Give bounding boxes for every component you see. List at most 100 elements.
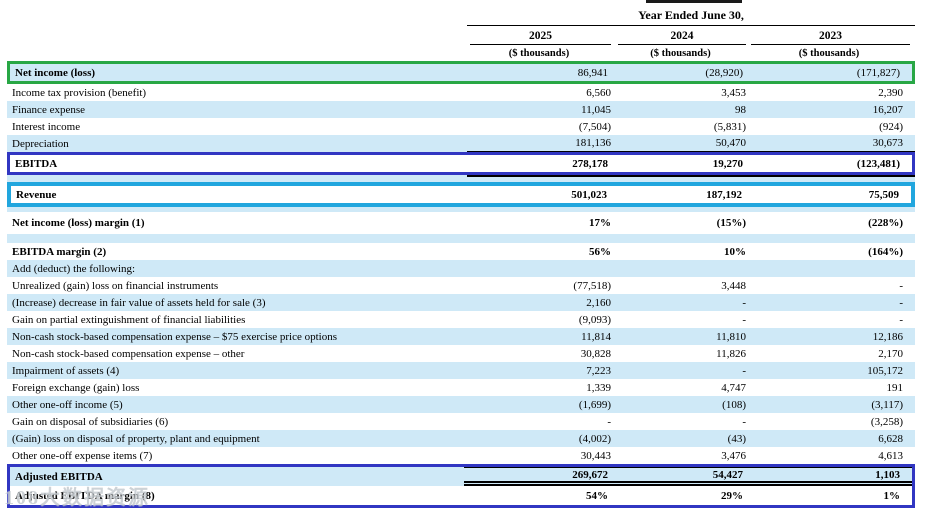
row-label: Depreciation: [12, 137, 69, 150]
row-value-2023: (924): [879, 120, 903, 133]
row-value-2023: 30,673: [748, 135, 915, 152]
row-value-2023: (171,827): [856, 66, 900, 79]
row-value-2023: -: [899, 313, 903, 326]
row-value-2024: -: [742, 364, 746, 377]
row-value-2025: 17%: [589, 217, 611, 229]
row-value-2023: (164%): [868, 245, 903, 258]
row-value-2023: 12,186: [872, 330, 903, 343]
row-value-2023: 6,628: [878, 432, 903, 445]
row-value-2024: [615, 260, 748, 277]
table-row: Finance expense 11,045 98 16,207: [7, 101, 915, 118]
row-label: Unrealized (gain) loss on financial inst…: [12, 279, 219, 292]
row-value-2024: 29%: [721, 489, 743, 502]
table-header: Year Ended June 30, 2025 2024 2023 ($ th…: [7, 4, 915, 61]
row-label: (Gain) loss on disposal of property, pla…: [12, 432, 260, 445]
row-value-2025: 54%: [586, 489, 608, 502]
row-label: EBITDA: [15, 157, 58, 170]
row-value-2024: 4,747: [721, 381, 746, 394]
row-value-2024: -: [742, 313, 746, 326]
row-value-2023: 1,103: [745, 467, 912, 486]
row-label: Other one-off income (5): [12, 398, 123, 411]
year-label: 2023: [751, 30, 910, 45]
units-header-row: ($ thousands) ($ thousands) ($ thousands…: [7, 45, 915, 61]
row-value-2024: 11,826: [716, 347, 746, 360]
units-label: ($ thousands): [508, 47, 570, 59]
table-row: Net income (loss) margin (1) 17% (15%) (228…: [7, 212, 915, 234]
row-value-2025: [467, 260, 615, 277]
row-value-2023: 191: [886, 381, 904, 394]
table-row: Other one-off expense items (7) 30,443 3,4…: [7, 447, 915, 464]
row-value-2024: (28,920): [705, 66, 743, 79]
row-label: Interest income: [12, 120, 81, 133]
row-value-2025: 30,828: [580, 347, 611, 360]
row-value-2023: (3,117): [871, 398, 903, 411]
row-label: Non-cash stock-based compensation expens…: [12, 330, 338, 343]
spacer-cell: [7, 234, 467, 243]
row-value-2024: 98: [735, 103, 746, 116]
row-label: Foreign exchange (gain) loss: [12, 381, 140, 394]
row-label: Income tax provision (benefit): [12, 86, 147, 99]
year-label: 2024: [618, 30, 746, 45]
row-value-2025: (7,504): [578, 120, 611, 133]
year-column-2023: 2023: [748, 30, 915, 45]
row-value-2025: 56%: [589, 245, 611, 258]
row-value-2023: (123,481): [856, 157, 900, 170]
row-value-2024: (5,831): [713, 120, 746, 133]
row-value-2023: 2,390: [878, 86, 903, 99]
row-value-2024: 3,476: [721, 449, 746, 462]
table-row: Net income (loss) 86,941 (28,920) (171,827): [7, 61, 915, 84]
row-value-2023: [748, 260, 915, 277]
row-value-2025: (77,518): [573, 279, 611, 292]
row-value-2025: 7,223: [586, 364, 611, 377]
row-label: Other one-off expense items (7): [12, 449, 153, 462]
table-row: Foreign exchange (gain) loss 1,339 4,747 19…: [7, 379, 915, 396]
row-label: EBITDA margin (2): [12, 245, 107, 258]
row-value-2025: 1,339: [586, 381, 611, 394]
row-value-2024: -: [742, 296, 746, 309]
row-label: Adjusted EBITDA: [15, 470, 103, 483]
row-value-2024: 11,810: [716, 330, 746, 343]
adjusted-ebitda-box: Adjusted EBITDA 269,672 54,427 1,103 Adjuste…: [7, 464, 915, 508]
period-header: Year Ended June 30,: [467, 8, 915, 26]
row-label: Net income (loss): [15, 66, 96, 79]
row-value-2024: 19,270: [712, 157, 743, 170]
row-value-2025: 30,443: [580, 449, 611, 462]
units-label: ($ thousands): [798, 47, 860, 59]
row-value-2025: 278,178: [572, 157, 608, 170]
row-value-2023: 1%: [883, 489, 901, 502]
row-value-2025: 181,136: [467, 135, 615, 152]
row-value-2025: -: [607, 415, 611, 428]
spacer-rule-cell: [748, 175, 915, 182]
row-value-2025: (1,699): [578, 398, 611, 411]
spacer-rule-cell: [467, 234, 615, 243]
table-row: Add (deduct) the following:: [7, 260, 915, 277]
table-row: (Increase) decrease in fair value of ass…: [7, 294, 915, 311]
table-row: (Gain) loss on disposal of property, pla…: [7, 430, 915, 447]
table-row: Adjusted EBITDA 269,672 54,427 1,103: [10, 467, 912, 486]
table-row: Interest income (7,504) (5,831) (924): [7, 118, 915, 135]
table-row: Gain on disposal of subsidiaries (6) - - (3…: [7, 413, 915, 430]
year-column-2025: 2025: [467, 30, 615, 45]
row-value-2025: 11,814: [581, 330, 611, 343]
spacer-rule-cell: [615, 234, 748, 243]
row-value-2024: -: [742, 415, 746, 428]
row-value-2024: (43): [727, 432, 746, 445]
row-value-2024: 187,192: [706, 188, 742, 201]
row-label: Net income (loss) margin (1): [12, 217, 145, 229]
row-label: Adjusted EBITDA margin (8): [15, 489, 155, 502]
row-value-2025: 2,160: [586, 296, 611, 309]
row-value-2023: 105,172: [867, 364, 903, 377]
units-label: ($ thousands): [650, 47, 711, 59]
row-label: Non-cash stock-based compensation expens…: [12, 347, 245, 360]
table-row: Adjusted EBITDA margin (8) 54% 29% 1%: [10, 486, 912, 505]
period-header-row: Year Ended June 30,: [7, 4, 915, 26]
row-value-2024: 3,453: [721, 86, 746, 99]
clipped-text-artifact: [646, 0, 742, 3]
table-row: Income tax provision (benefit) 6,560 3,453…: [7, 84, 915, 101]
row-value-2023: -: [899, 279, 903, 292]
table-row: Unrealized (gain) loss on financial inst…: [7, 277, 915, 294]
row-value-2025: 11,045: [581, 103, 611, 116]
table-row: Gain on partial extinguishment of financ…: [7, 311, 915, 328]
row-value-2025: 6,560: [586, 86, 611, 99]
row-value-2025: 269,672: [464, 467, 612, 486]
